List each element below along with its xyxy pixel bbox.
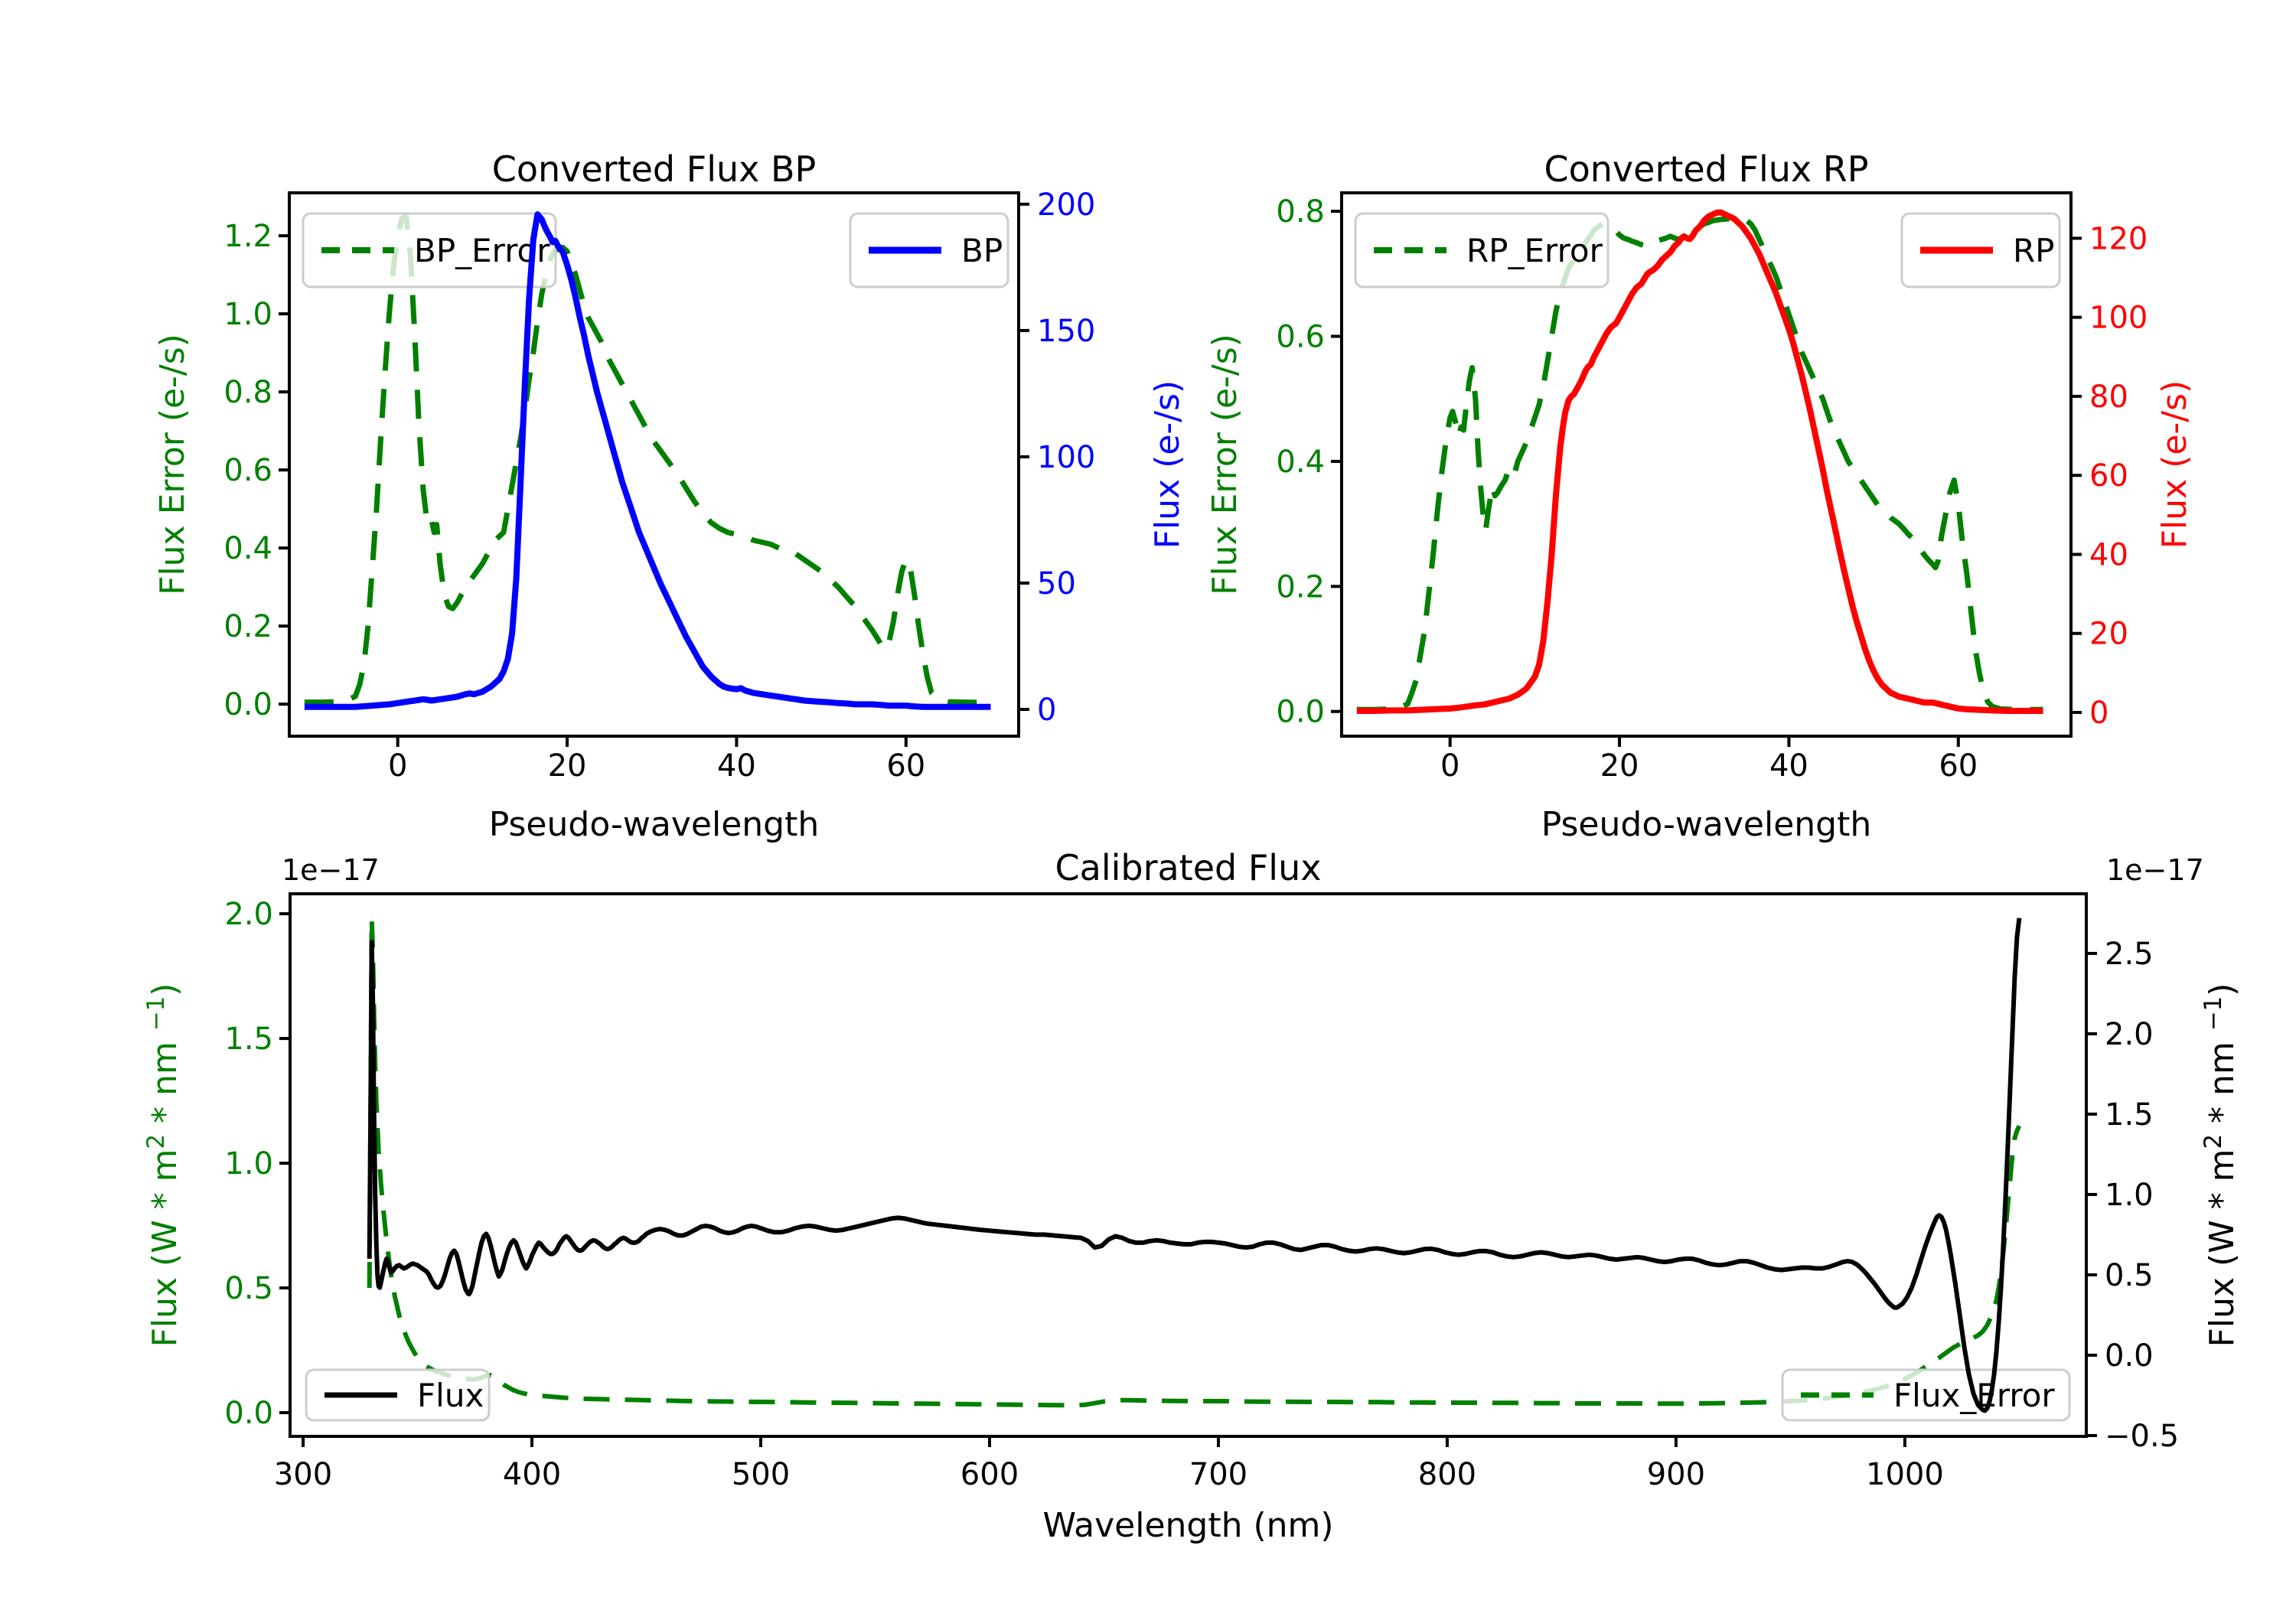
bp-right-tick-label: 200 (1037, 187, 1095, 223)
bp-left-tick-label: 0.2 (223, 609, 272, 644)
legend-BP: BP (849, 212, 1009, 288)
legend-box-RP_Error (1354, 212, 1609, 288)
bp-x-tick-label: 60 (886, 748, 925, 784)
cal-right-tick-label: 1.5 (2105, 1097, 2154, 1133)
cal-plot-frame (289, 892, 2088, 1438)
legend-label-RP: RP (2013, 232, 2055, 269)
bp-x-tick-label: 0 (388, 748, 407, 784)
cal-right-tick-label: 0.0 (2105, 1338, 2154, 1374)
series-Flux (367, 918, 2022, 1413)
cal-right-tick-label: 2.0 (2105, 1017, 2154, 1052)
cal-right-tick-label: −0.5 (2105, 1419, 2179, 1454)
rp-x-tick-label: 0 (1440, 748, 1459, 784)
legend-Flux_Error: Flux_Error (1781, 1368, 2071, 1422)
legend-label-BP_Error: BP_Error (414, 232, 550, 269)
cal-left-tick-label: 2.0 (224, 897, 273, 932)
rp-right-tick-label: 0 (2089, 696, 2108, 731)
rp-right-tick-label: 80 (2089, 380, 2128, 415)
bp-left-tick-label: 0.0 (223, 687, 272, 722)
rp-right-axis-label: Flux (e-/s) (2155, 380, 2194, 549)
cal-x-tick-label: 300 (274, 1457, 332, 1492)
legend-label-RP_Error: RP_Error (1466, 232, 1603, 269)
bp-right-tick-label: 100 (1037, 440, 1095, 475)
rp-x-axis-label: Pseudo-wavelength (1541, 805, 1872, 844)
rp-title: Converted Flux RP (1544, 148, 1869, 190)
rp-x-tick-label: 20 (1600, 748, 1639, 784)
bp-left-tick-label: 0.8 (223, 375, 272, 410)
legend-BP_Error: BP_Error (302, 212, 557, 288)
rp-left-tick-label: 0.6 (1276, 320, 1325, 355)
bp-title: Converted Flux BP (492, 148, 817, 190)
cal-left-axis-label: Flux (W * m2 * nm −1) (142, 983, 184, 1348)
rp-right-tick-label: 20 (2089, 617, 2128, 652)
legend-RP_Error: RP_Error (1354, 212, 1609, 288)
rp-x-tick-label: 40 (1769, 748, 1808, 784)
bp-x-tick-label: 40 (717, 748, 756, 784)
rp-left-tick-label: 0.8 (1276, 194, 1325, 230)
cal-x-tick-label: 400 (503, 1457, 561, 1492)
series-BP (304, 211, 991, 710)
rp-right-tick-label: 120 (2089, 221, 2148, 256)
rp-right-tick-label: 60 (2089, 458, 2128, 494)
rp-left-tick-label: 0.2 (1276, 569, 1325, 605)
legend-box-Flux (305, 1368, 491, 1422)
bp-plot-frame (288, 191, 1020, 738)
cal-right-axis-label: Flux (W * m2 * nm −1) (2200, 983, 2242, 1348)
legend-box-BP_Error (302, 212, 557, 288)
rp-plot-frame (1340, 191, 2073, 738)
bp-right-tick-label: 150 (1037, 314, 1095, 349)
legend-box-Flux_Error (1781, 1368, 2071, 1422)
cal-offset-text: 1e−17 (2106, 853, 2204, 887)
bp-chart: Converted Flux BP 0 20 40 60 Pseudo-wavelengt… (153, 148, 1187, 844)
bp-left-tick-label: 0.6 (223, 453, 272, 488)
rp-left-tick-label: 0.4 (1276, 445, 1325, 480)
series-RP_Error (1356, 216, 2043, 712)
cal-left-tick-label: 0.5 (224, 1271, 273, 1306)
bp-right-axis-label: Flux (e-/s) (1148, 380, 1187, 549)
rp-right-tick-label: 40 (2089, 537, 2128, 572)
bp-left-tick-label: 0.4 (223, 531, 272, 566)
bp-right-tick-label: 0 (1037, 693, 1056, 728)
rp-x-tick-label: 60 (1939, 748, 1978, 784)
rp-left-tick-label: 0.0 (1276, 695, 1325, 730)
cal-offset-text: 1e−17 (282, 853, 380, 887)
bp-x-tick-label: 20 (548, 748, 587, 784)
cal-x-tick-label: 800 (1418, 1457, 1476, 1492)
bp-x-axis-label: Pseudo-wavelength (489, 805, 820, 844)
cal-x-tick-label: 500 (732, 1457, 790, 1492)
bp-right-tick-label: 50 (1037, 566, 1076, 601)
legend-RP: RP (1900, 212, 2061, 288)
legend-Flux: Flux (305, 1368, 491, 1422)
cal-left-tick-label: 0.0 (224, 1396, 273, 1431)
series-Flux_Error (367, 916, 2022, 1408)
series-BP_Error (304, 214, 991, 706)
cal-x-tick-label: 700 (1189, 1457, 1247, 1492)
bp-left-tick-label: 1.2 (223, 219, 272, 254)
rp-right-tick-label: 100 (2089, 301, 2148, 336)
rp-left-axis-label: Flux Error (e-/s) (1205, 334, 1244, 595)
legend-label-BP: BP (961, 232, 1003, 269)
cal-x-tick-label: 900 (1647, 1457, 1705, 1492)
cal-right-tick-label: 1.0 (2105, 1178, 2154, 1213)
cal-title: Calibrated Flux (1055, 847, 1322, 888)
cal-x-axis-label: Wavelength (nm) (1042, 1506, 1333, 1545)
cal-left-tick-label: 1.5 (224, 1022, 273, 1057)
cal-right-tick-label: 0.5 (2105, 1258, 2154, 1293)
cal-x-tick-label: 1000 (1866, 1457, 1944, 1492)
series-RP (1356, 209, 2043, 714)
cal-chart: Calibrated Flux 300 400 500 600 700 800 900 1000… (142, 847, 2242, 1545)
cal-right-tick-label: 2.5 (2105, 937, 2154, 972)
legend-label-Flux: Flux (417, 1377, 484, 1414)
bp-left-tick-label: 1.0 (223, 297, 272, 332)
cal-left-tick-label: 1.0 (224, 1146, 273, 1182)
rp-chart: Converted Flux RP 0 20 40 60 Pseudo-wavelengt… (1205, 148, 2194, 844)
bp-left-axis-label: Flux Error (e-/s) (153, 334, 192, 595)
cal-x-tick-label: 600 (960, 1457, 1019, 1492)
